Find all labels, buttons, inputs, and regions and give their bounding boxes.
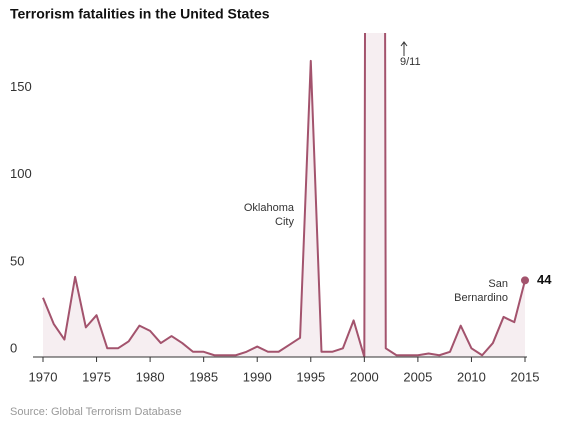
arrow-head [400,41,408,47]
annotation: San [488,278,508,290]
axes: 0 50 100 150 1970 1975 1980 1985 1990 1995 2000 200… [10,79,539,384]
area [43,33,525,357]
x-tick-label: 1985 [189,369,218,384]
x-tick-label: 1995 [296,369,325,384]
annotation: 9/11 [400,56,421,68]
line [42,33,526,357]
source: Source: Global Terrorism Database [10,406,182,418]
value-label: 44 [537,272,552,287]
chart-title: Terrorism fatalities in the United State… [10,6,270,22]
end-point [521,276,529,285]
y-tick-label: 50 [10,253,24,268]
y-tick-label: 100 [10,166,32,181]
plot-area [42,33,526,357]
annotation: City [275,216,294,228]
x-tick-label: 1980 [136,369,165,384]
y-tick-label: 150 [10,79,32,94]
annotation: Bernardino [454,292,508,304]
x-tick-label: 2005 [403,369,432,384]
x-tick-label: 2010 [457,369,486,384]
y-tick-label: 0 [10,340,17,355]
x-tick-label: 2015 [511,369,540,384]
x-tick-label: 2000 [350,369,379,384]
x-tick-label: 1970 [29,369,58,384]
x-tick-label: 1990 [243,369,272,384]
x-tick-label: 1975 [82,369,111,384]
annotation: Oklahoma [244,202,295,214]
